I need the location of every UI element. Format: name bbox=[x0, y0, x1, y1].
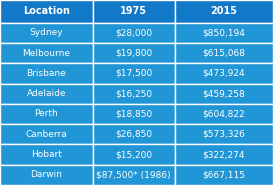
Text: $18,850: $18,850 bbox=[115, 110, 152, 118]
Text: Perth: Perth bbox=[35, 110, 58, 118]
Text: Hobart: Hobart bbox=[31, 150, 62, 159]
Bar bbox=[93, 83, 175, 104]
Bar bbox=[0, 104, 93, 124]
Bar bbox=[0, 83, 93, 104]
Text: $459,258: $459,258 bbox=[203, 89, 245, 98]
Text: Adelaide: Adelaide bbox=[27, 89, 66, 98]
Text: Location: Location bbox=[23, 6, 70, 16]
Text: $16,250: $16,250 bbox=[115, 89, 152, 98]
Bar bbox=[0, 63, 93, 83]
Text: $850,194: $850,194 bbox=[202, 28, 245, 37]
Text: $615,068: $615,068 bbox=[202, 48, 245, 58]
Bar bbox=[93, 124, 175, 144]
Bar bbox=[175, 23, 273, 43]
Bar bbox=[0, 165, 93, 185]
Text: Sydney: Sydney bbox=[29, 28, 63, 37]
Bar bbox=[0, 144, 93, 165]
Bar bbox=[0, 23, 93, 43]
Text: Canberra: Canberra bbox=[26, 130, 67, 139]
Bar bbox=[175, 43, 273, 63]
Bar bbox=[93, 104, 175, 124]
Bar bbox=[93, 23, 175, 43]
Text: $19,800: $19,800 bbox=[115, 48, 152, 58]
Text: $17,500: $17,500 bbox=[115, 69, 152, 78]
Text: $26,850: $26,850 bbox=[115, 130, 152, 139]
Bar bbox=[0, 0, 93, 23]
Bar bbox=[175, 144, 273, 165]
Bar bbox=[0, 124, 93, 144]
Bar bbox=[0, 43, 93, 63]
Text: $573,326: $573,326 bbox=[202, 130, 245, 139]
Bar bbox=[93, 144, 175, 165]
Text: $322,274: $322,274 bbox=[203, 150, 245, 159]
Text: Melbourne: Melbourne bbox=[22, 48, 70, 58]
Bar bbox=[175, 83, 273, 104]
Bar bbox=[93, 165, 175, 185]
Bar bbox=[175, 104, 273, 124]
Text: 2015: 2015 bbox=[210, 6, 237, 16]
Text: $15,200: $15,200 bbox=[115, 150, 152, 159]
Text: $28,000: $28,000 bbox=[115, 28, 152, 37]
Text: 1975: 1975 bbox=[120, 6, 147, 16]
Text: $87,500* (1986): $87,500* (1986) bbox=[96, 170, 171, 179]
Text: Brisbane: Brisbane bbox=[26, 69, 66, 78]
Bar bbox=[93, 43, 175, 63]
Text: Darwin: Darwin bbox=[31, 170, 62, 179]
Bar bbox=[93, 63, 175, 83]
Bar bbox=[175, 0, 273, 23]
Text: $473,924: $473,924 bbox=[203, 69, 245, 78]
Text: $667,115: $667,115 bbox=[202, 170, 245, 179]
Bar bbox=[175, 63, 273, 83]
Text: $604,822: $604,822 bbox=[203, 110, 245, 118]
Bar bbox=[175, 124, 273, 144]
Bar bbox=[93, 0, 175, 23]
Bar bbox=[175, 165, 273, 185]
